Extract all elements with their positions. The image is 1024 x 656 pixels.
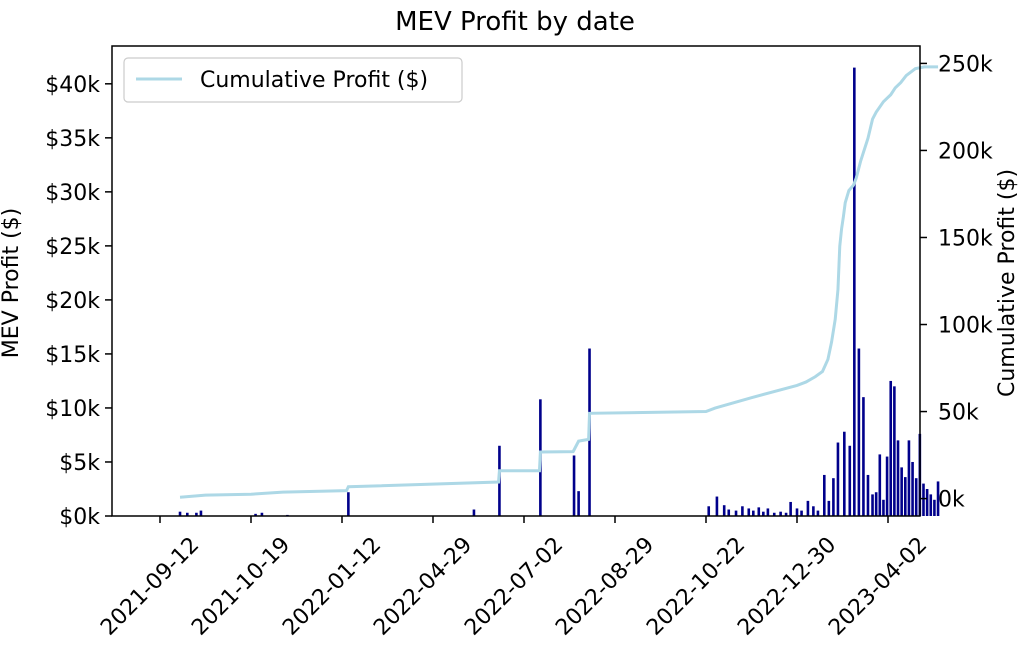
profit-bar: [862, 397, 865, 516]
profit-bar: [772, 512, 776, 516]
chart-title: MEV Profit by date: [395, 7, 635, 37]
profit-bar: [882, 499, 885, 516]
plot-area-frame: [111, 45, 921, 517]
profit-bar: [933, 499, 936, 516]
profit-bar: [853, 67, 856, 517]
profit-bar: [741, 506, 744, 516]
profit-bar: [903, 477, 907, 516]
profit-bar: [779, 511, 782, 516]
profit-bar: [766, 508, 770, 516]
profit-bar: [857, 348, 861, 516]
right-y-tick-label: 50k: [938, 401, 979, 426]
left-y-tick-label: $35k: [45, 127, 100, 152]
profit-bar: [715, 496, 719, 516]
profit-bar: [866, 474, 870, 516]
profit-bar: [254, 513, 257, 516]
left-y-tick-label: $15k: [45, 343, 100, 368]
right-y-tick-label: 200k: [938, 139, 993, 164]
x-tick-label: 2023-04-02: [824, 533, 932, 641]
profit-bar: [911, 461, 914, 516]
profit-bar: [848, 445, 852, 516]
left-y-tick-label: $10k: [45, 397, 100, 422]
profit-bar: [722, 505, 726, 516]
left-y-axis-label: MEV Profit ($): [0, 208, 24, 358]
right-y-tick-label: 150k: [938, 226, 993, 251]
legend: Cumulative Profit ($): [123, 57, 463, 103]
profit-bar: [707, 506, 711, 516]
profit-bar: [836, 442, 840, 516]
profit-bar: [784, 512, 788, 516]
profit-bar: [843, 431, 846, 516]
profit-bar: [936, 481, 940, 516]
profit-bar: [827, 500, 831, 516]
profit-bar: [871, 494, 874, 516]
right-y-axis-label: Cumulative Profit ($): [995, 169, 1020, 397]
profit-bar: [734, 510, 738, 516]
profit-bar: [186, 512, 189, 516]
profit-bar: [572, 455, 576, 516]
profit-bar: [878, 454, 882, 516]
right-y-tick-label: 100k: [938, 314, 993, 339]
profit-bar: [832, 478, 835, 516]
profit-bar: [795, 508, 799, 516]
legend-box: [123, 57, 463, 103]
right-y-axis: 0k 50k 100k 150k 200k 250k: [920, 52, 993, 513]
profit-bar: [922, 483, 925, 516]
cumulative-profit-line: [179, 65, 939, 499]
profit-bar: [929, 494, 933, 516]
profit-bar: [260, 512, 264, 516]
profit-bar: [199, 510, 203, 516]
profit-bar: [812, 506, 815, 516]
profit-bar: [727, 509, 731, 516]
profit-bar: [874, 492, 878, 516]
profit-bar: [893, 386, 896, 516]
left-y-tick-label: $30k: [45, 181, 100, 206]
legend-label-cumulative-profit: Cumulative Profit ($): [200, 68, 428, 93]
profit-bar: [577, 491, 580, 516]
left-y-tick-label: $20k: [45, 289, 100, 314]
left-y-tick-label: $0k: [59, 505, 100, 530]
profit-bar: [747, 508, 751, 516]
profit-bar: [762, 511, 765, 516]
profit-bar: [752, 510, 755, 516]
x-axis: 2021-09-122021-10-192022-01-122022-04-29…: [96, 516, 932, 641]
left-y-axis: $0k $5k $10k $15k $20k $25k $30k $35k $40k: [45, 73, 112, 530]
profit-bar: [900, 467, 903, 516]
profit-bar: [816, 510, 820, 516]
profit-bar: [757, 507, 761, 516]
profit-bar: [472, 509, 476, 516]
profit-bar: [823, 474, 826, 516]
left-y-tick-label: $40k: [45, 73, 100, 98]
right-y-tick-label: 0k: [938, 488, 965, 513]
left-y-tick-label: $5k: [59, 451, 100, 476]
profit-bar: [889, 380, 893, 516]
profit-bar: [914, 478, 918, 516]
profit-bar: [925, 488, 929, 516]
profit-bar: [885, 456, 889, 516]
right-y-tick-label: 250k: [938, 52, 993, 77]
profit-bar: [806, 500, 810, 516]
profit-bar: [195, 512, 198, 516]
left-y-tick-label: $25k: [45, 235, 100, 260]
profit-bar: [178, 511, 182, 516]
profit-bar: [800, 510, 803, 516]
profit-bar: [907, 440, 911, 516]
profit-bar: [896, 440, 900, 516]
profit-bar: [347, 492, 350, 516]
profit-bar: [789, 501, 792, 516]
profit-bars: [178, 67, 940, 517]
